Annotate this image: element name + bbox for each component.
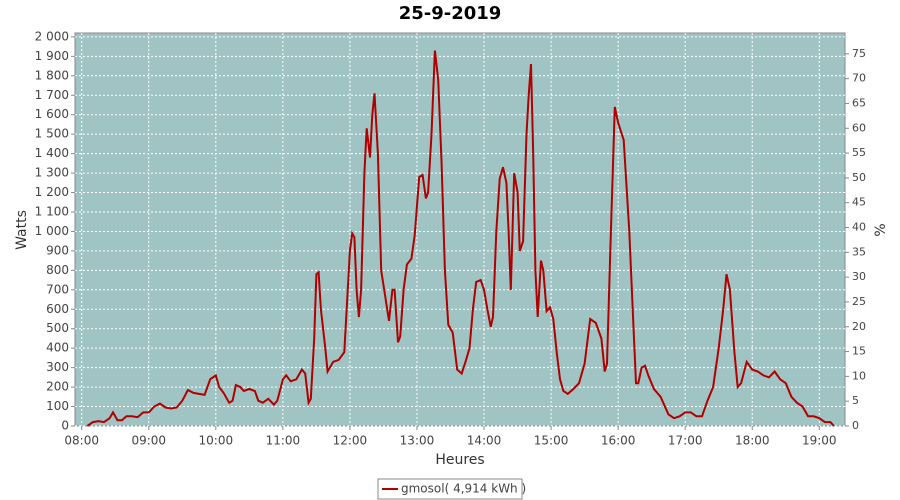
x-tick-label: 11:00 bbox=[266, 434, 301, 448]
y-tick-label: 0 bbox=[61, 419, 69, 433]
y2-tick-label: 75 bbox=[852, 47, 866, 60]
y2-tick-label: 45 bbox=[852, 196, 866, 209]
y2-tick-label: 70 bbox=[852, 72, 866, 85]
chart-title: 25-9-2019 bbox=[399, 3, 502, 24]
y2-tick-label: 0 bbox=[852, 419, 859, 432]
y-tick-label: 500 bbox=[46, 321, 69, 335]
y-tick-label: 200 bbox=[46, 380, 69, 394]
y-tick-label: 1 600 bbox=[35, 107, 69, 121]
y-tick-label: 1 700 bbox=[35, 88, 69, 102]
x-tick-label: 16:00 bbox=[601, 434, 636, 448]
y2-tick-label: 40 bbox=[852, 221, 866, 234]
x-tick-label: 14:00 bbox=[467, 434, 502, 448]
y-tick-label: 800 bbox=[46, 263, 69, 277]
y2-tick-label: 10 bbox=[852, 369, 866, 382]
x-tick-label: 12:00 bbox=[333, 434, 368, 448]
x-tick-label: 17:00 bbox=[668, 434, 703, 448]
y2-tick-label: 55 bbox=[852, 146, 866, 159]
y-tick-label: 400 bbox=[46, 341, 69, 355]
y-tick-label: 600 bbox=[46, 302, 69, 316]
y-tick-label: 1 100 bbox=[35, 204, 69, 218]
y2-tick-label: 20 bbox=[852, 320, 866, 333]
y2-tick-label: 35 bbox=[852, 245, 866, 258]
y-tick-label: 700 bbox=[46, 282, 69, 296]
x-tick-label: 09:00 bbox=[131, 434, 166, 448]
y2-tick-label: 5 bbox=[852, 394, 859, 407]
legend-label: gmosol( 4,914 kWh ) bbox=[401, 482, 526, 496]
y-tick-label: 2 000 bbox=[35, 29, 69, 43]
y-tick-label: 1 300 bbox=[35, 166, 69, 180]
y-axis-label: Watts bbox=[14, 210, 30, 250]
legend-box bbox=[377, 478, 523, 500]
y2-tick-label: 65 bbox=[852, 96, 866, 109]
y-tick-label: 1 800 bbox=[35, 68, 69, 82]
y2-tick-label: 15 bbox=[852, 345, 866, 358]
x-tick-label: 19:00 bbox=[802, 434, 837, 448]
y2-tick-label: 30 bbox=[852, 270, 866, 283]
x-axis-label: Heures bbox=[435, 452, 484, 468]
y-tick-label: 100 bbox=[46, 399, 69, 413]
y2-tick-label: 50 bbox=[852, 171, 866, 184]
x-tick-label: 15:00 bbox=[534, 434, 569, 448]
y2-tick-label: 25 bbox=[852, 295, 866, 308]
x-tick-label: 13:00 bbox=[400, 434, 435, 448]
y-tick-label: 1 000 bbox=[35, 224, 69, 238]
y-tick-label: 1 400 bbox=[35, 146, 69, 160]
y2-axis-label: % bbox=[873, 223, 889, 236]
y2-tick-label: 60 bbox=[852, 121, 866, 134]
x-tick-label: 08:00 bbox=[64, 434, 99, 448]
x-tick-label: 18:00 bbox=[735, 434, 770, 448]
plot-area bbox=[74, 32, 846, 427]
y-tick-label: 1 200 bbox=[35, 185, 69, 199]
y-tick-label: 900 bbox=[46, 243, 69, 257]
data-line bbox=[86, 50, 835, 427]
y-tick-label: 300 bbox=[46, 360, 69, 374]
x-tick-label: 10:00 bbox=[199, 434, 234, 448]
y-tick-label: 1 900 bbox=[35, 49, 69, 63]
y-tick-label: 1 500 bbox=[35, 127, 69, 141]
